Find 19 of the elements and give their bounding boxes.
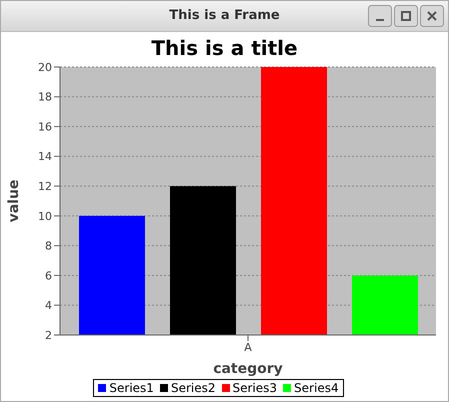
legend-label: Series4 [293,381,339,395]
x-tick-label: A [244,340,252,354]
y-axis-title: value [6,180,22,222]
y-tick-label: 10 [38,210,52,223]
y-tick-label: 14 [38,150,52,164]
y-tick-label: 6 [45,269,52,282]
legend-label: Series3 [232,381,278,395]
text: This is a Frame [168,8,281,23]
chart-title: This is a title [150,35,299,60]
x-axis-title: category [213,361,283,377]
y-tick-label: 20 [38,60,52,74]
legend-label: Series2 [170,381,216,395]
y-tick-label: 8 [45,240,52,253]
legend-label: Series1 [108,381,154,395]
y-tick-label: 16 [38,120,52,134]
y-tick-label: 2 [45,328,52,342]
y-tick-label: 18 [38,90,52,104]
y-tick-label: 4 [45,299,52,312]
y-tick-label: 12 [38,180,52,194]
